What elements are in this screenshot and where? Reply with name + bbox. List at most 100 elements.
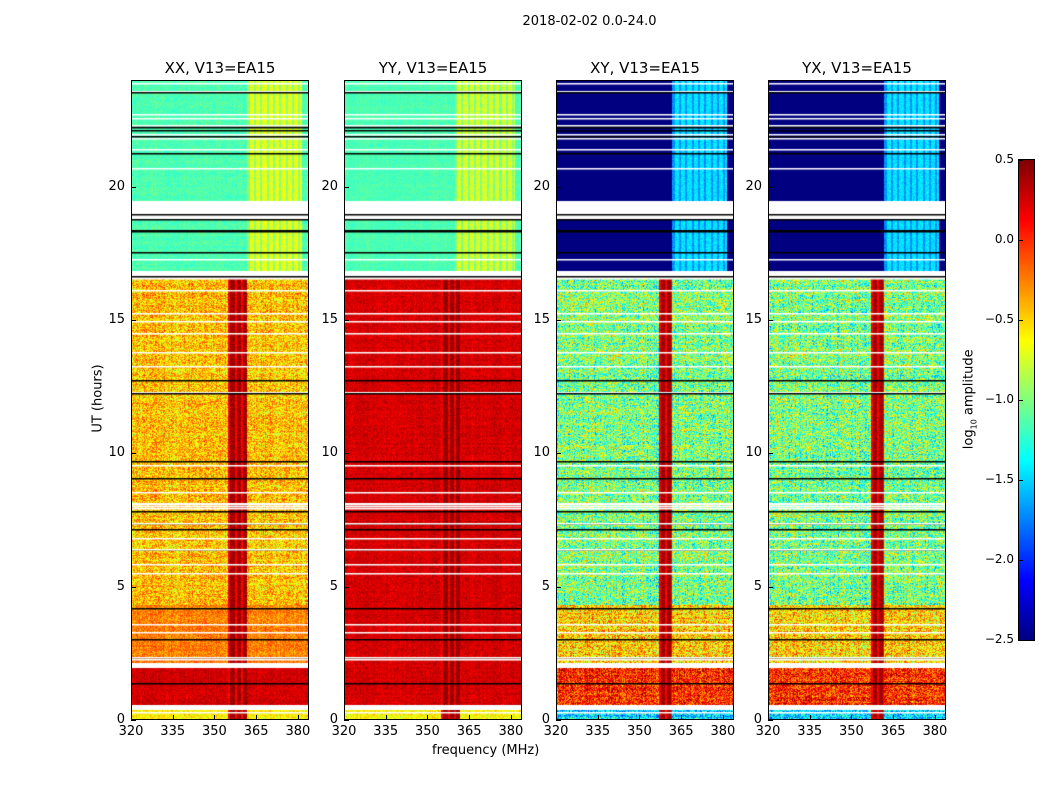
colorbar-tick-mark bbox=[1019, 480, 1023, 481]
panel-title: XY, V13=EA15 bbox=[590, 59, 700, 77]
x-tick-mark bbox=[639, 715, 641, 720]
x-tick-mark bbox=[597, 715, 599, 720]
panel-title: YX, V13=EA15 bbox=[802, 59, 912, 77]
colorbar-tick-label: −2.5 bbox=[984, 632, 1014, 646]
x-tick-label: 365 bbox=[880, 724, 906, 739]
y-tick-label: 15 bbox=[745, 312, 762, 327]
colorbar-tick-label: −1.0 bbox=[984, 392, 1014, 406]
y-tick-label: 10 bbox=[533, 445, 550, 461]
colorbar-tick-mark bbox=[1019, 560, 1023, 561]
heatmap-image bbox=[132, 81, 308, 719]
x-tick-mark bbox=[768, 715, 769, 720]
x-tick-label: 350 bbox=[202, 724, 227, 739]
y-tick-label: 15 bbox=[533, 312, 550, 327]
y-tick-label: 15 bbox=[108, 312, 125, 327]
y-tick-label: 0 bbox=[329, 712, 338, 727]
y-tick-label: 5 bbox=[753, 578, 762, 594]
y-tick-label: 5 bbox=[116, 578, 125, 594]
colorbar-tick-label: −0.5 bbox=[984, 312, 1014, 326]
y-tick-mark bbox=[344, 453, 349, 455]
x-tick-label: 380 bbox=[922, 724, 948, 739]
colorbar-tick-mark bbox=[1019, 640, 1023, 641]
y-tick-mark bbox=[556, 586, 561, 588]
y-tick-mark bbox=[131, 720, 136, 721]
y-tick-mark bbox=[556, 186, 561, 188]
colorbar-tick-label: 0.5 bbox=[994, 152, 1014, 166]
x-tick-label: 335 bbox=[585, 724, 611, 739]
y-tick-mark bbox=[768, 453, 773, 455]
x-tick-mark bbox=[256, 715, 258, 720]
x-tick-mark bbox=[131, 715, 132, 720]
y-axis-label: UT (hours) bbox=[90, 364, 106, 433]
y-tick-mark bbox=[131, 453, 136, 455]
colorbar-tick-label: −2.0 bbox=[984, 552, 1014, 566]
x-tick-label: 320 bbox=[543, 724, 569, 739]
y-tick-label: 20 bbox=[108, 178, 125, 194]
x-tick-mark bbox=[214, 715, 216, 720]
x-tick-label: 380 bbox=[285, 724, 311, 739]
colorbar-tick-mark bbox=[1019, 320, 1023, 321]
x-tick-label: 320 bbox=[331, 724, 357, 739]
x-tick-label: 380 bbox=[498, 724, 524, 739]
y-tick-label: 0 bbox=[753, 712, 762, 727]
x-tick-label: 350 bbox=[839, 724, 864, 739]
y-tick-label: 20 bbox=[321, 178, 338, 194]
y-tick-label: 5 bbox=[541, 578, 550, 594]
colorbar-tick-label: −1.5 bbox=[984, 472, 1014, 486]
x-tick-label: 335 bbox=[373, 724, 399, 739]
heatmap-image bbox=[769, 81, 945, 719]
y-tick-mark bbox=[768, 320, 773, 321]
y-tick-mark bbox=[556, 720, 561, 721]
x-tick-label: 335 bbox=[797, 724, 823, 739]
x-tick-label: 365 bbox=[243, 724, 269, 739]
y-tick-mark bbox=[768, 586, 773, 588]
colorbar-tick-label: 0.0 bbox=[994, 232, 1014, 246]
y-tick-mark bbox=[344, 720, 349, 721]
y-tick-label: 10 bbox=[321, 445, 338, 461]
y-tick-mark bbox=[131, 320, 136, 321]
x-tick-mark bbox=[469, 715, 471, 720]
y-tick-label: 10 bbox=[745, 445, 762, 461]
x-tick-mark bbox=[722, 715, 724, 720]
x-tick-label: 380 bbox=[710, 724, 736, 739]
y-tick-mark bbox=[131, 586, 136, 588]
colorbar bbox=[1018, 159, 1035, 641]
heatmap-panel bbox=[556, 80, 734, 720]
x-tick-mark bbox=[427, 715, 429, 720]
x-tick-mark bbox=[344, 715, 345, 720]
y-tick-mark bbox=[768, 720, 773, 721]
x-tick-mark bbox=[510, 715, 512, 720]
y-tick-mark bbox=[344, 320, 349, 321]
x-tick-mark bbox=[893, 715, 895, 720]
figure-title: 2018-02-02 0.0-24.0 bbox=[522, 14, 657, 29]
y-tick-mark bbox=[556, 320, 561, 321]
heatmap-image bbox=[557, 81, 733, 719]
x-tick-label: 320 bbox=[118, 724, 144, 739]
y-tick-mark bbox=[768, 186, 773, 188]
colorbar-tick-mark bbox=[1019, 160, 1023, 161]
heatmap-panel bbox=[131, 80, 309, 720]
x-tick-label: 365 bbox=[668, 724, 694, 739]
x-tick-label: 320 bbox=[755, 724, 781, 739]
x-tick-label: 365 bbox=[456, 724, 482, 739]
y-tick-mark bbox=[556, 453, 561, 455]
y-tick-label: 0 bbox=[116, 712, 125, 727]
heatmap-image bbox=[345, 81, 521, 719]
colorbar-label-sub: 10 bbox=[969, 419, 979, 430]
y-tick-mark bbox=[131, 186, 136, 188]
colorbar-tick-mark bbox=[1019, 400, 1023, 401]
colorbar-tick-mark bbox=[1019, 240, 1023, 241]
y-tick-label: 20 bbox=[533, 178, 550, 194]
y-tick-mark bbox=[344, 586, 349, 588]
colorbar-label-main: log bbox=[961, 429, 977, 450]
y-tick-label: 20 bbox=[745, 178, 762, 194]
x-tick-mark bbox=[809, 715, 811, 720]
y-tick-label: 10 bbox=[108, 445, 125, 461]
x-tick-mark bbox=[681, 715, 683, 720]
x-tick-mark bbox=[385, 715, 387, 720]
y-tick-label: 15 bbox=[321, 312, 338, 327]
x-tick-mark bbox=[556, 715, 557, 720]
y-tick-label: 5 bbox=[329, 578, 338, 594]
x-axis-label: frequency (MHz) bbox=[432, 743, 540, 758]
